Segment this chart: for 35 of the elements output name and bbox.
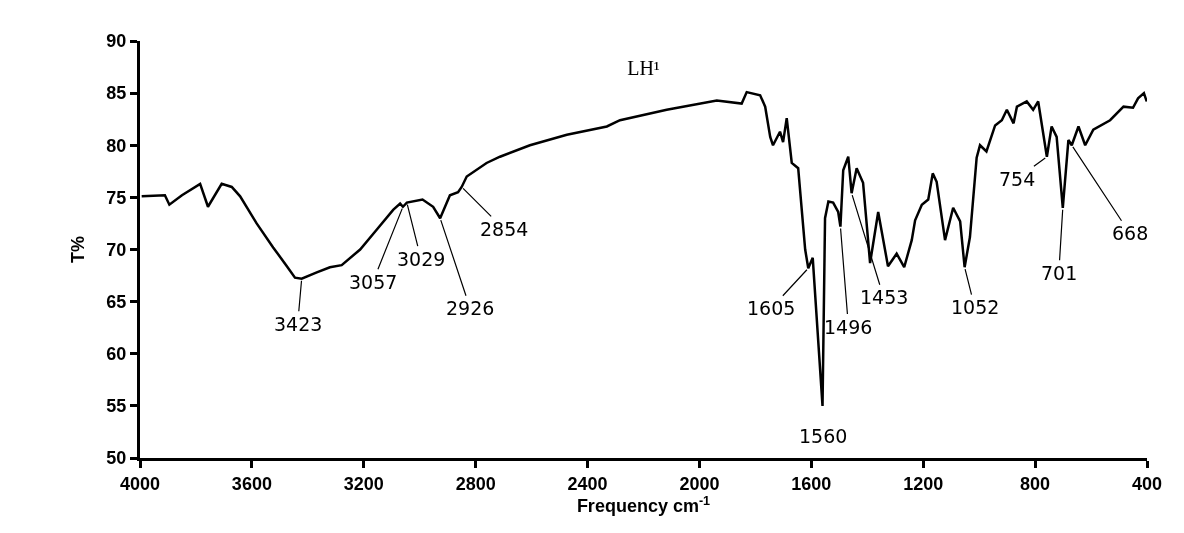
y-tick-label: 70 — [106, 239, 127, 260]
annotation: 1052 — [951, 296, 1000, 318]
x-tick-label: 1200 — [903, 473, 944, 494]
x-tick-label: 800 — [1020, 473, 1051, 494]
y-tick-label: 55 — [106, 396, 127, 417]
annotation: 1453 — [860, 286, 909, 308]
y-tick-label: 50 — [106, 448, 127, 469]
text: LH¹ — [627, 57, 660, 79]
annotation: 1496 — [824, 316, 873, 338]
x-tick-label: 400 — [1131, 473, 1163, 494]
annotation: 668 — [1112, 222, 1149, 244]
y-tick-label: 65 — [106, 291, 127, 312]
annotation: 1605 — [747, 297, 796, 319]
annotation: 2926 — [446, 297, 495, 319]
x-axis-title: Frequency cm$^{-1}$ — [576, 493, 711, 517]
annotation: 3029 — [397, 248, 446, 270]
annotation: 3423 — [274, 313, 323, 335]
x-tick-label: 2800 — [455, 473, 496, 494]
y-axis-title: T% — [67, 236, 88, 263]
x-tick-label: 3600 — [231, 473, 272, 494]
x-tick-label: 2000 — [679, 473, 720, 494]
x-tick-label: 2400 — [567, 473, 608, 494]
x-tick-label: 1600 — [791, 473, 832, 494]
annotation: 1560 — [799, 425, 848, 447]
annotation: 3057 — [349, 271, 398, 293]
annotation: 2854 — [480, 218, 529, 240]
y-tick-label: 80 — [106, 135, 127, 156]
x-tick-label: 3200 — [343, 473, 384, 494]
annotation: 701 — [1041, 262, 1078, 284]
y-tick-label: 75 — [106, 187, 127, 208]
y-tick-label: 85 — [106, 83, 127, 104]
y-tick-label: 60 — [106, 344, 127, 365]
y-tick-label: 90 — [106, 31, 127, 52]
annotation: 754 — [999, 168, 1036, 190]
x-tick-label: 4000 — [119, 473, 161, 494]
